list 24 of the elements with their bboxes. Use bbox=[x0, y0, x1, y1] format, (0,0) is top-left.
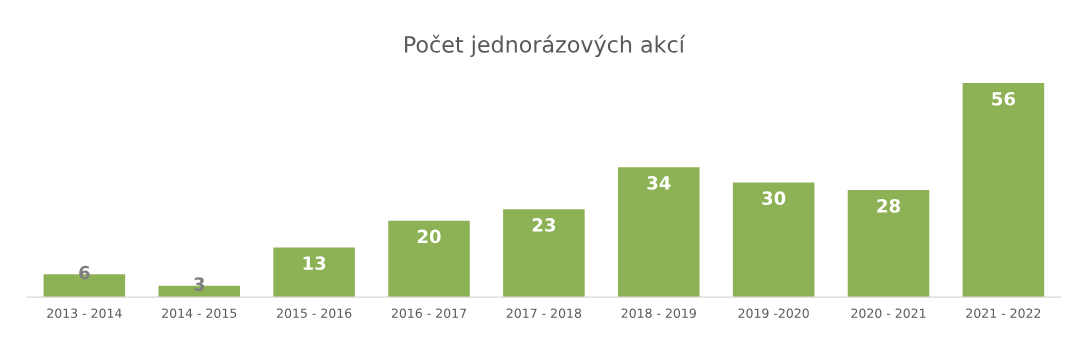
data-label: 56 bbox=[992, 91, 1015, 106]
data-label: 30 bbox=[762, 191, 786, 205]
bar bbox=[962, 83, 1045, 298]
x-tick-label: 2013 - 2014 bbox=[47, 308, 122, 318]
bar bbox=[732, 182, 815, 298]
chart-title: Počet jednorázových akcí bbox=[405, 34, 686, 58]
x-tick-label: 2019 -2020 bbox=[738, 308, 809, 318]
x-tick-label: 2017 - 2018 bbox=[506, 308, 582, 318]
bar bbox=[503, 209, 585, 298]
data-label: 34 bbox=[647, 176, 671, 190]
data-label: 13 bbox=[303, 256, 326, 270]
x-tick-label: 2014 - 2015 bbox=[162, 308, 237, 318]
bar bbox=[273, 247, 355, 298]
x-tick-label: 2015 - 2016 bbox=[277, 308, 352, 318]
x-tick-label: 2016 - 2017 bbox=[391, 308, 466, 318]
x-tick-label: 2018 - 2019 bbox=[621, 308, 696, 318]
x-tick-label: 2020 - 2021 bbox=[851, 308, 926, 318]
data-label: 28 bbox=[877, 198, 900, 213]
bar bbox=[388, 220, 470, 298]
data-label: 20 bbox=[417, 229, 441, 244]
bar bbox=[617, 167, 700, 298]
x-tick-label: 2021 - 2022 bbox=[966, 308, 1041, 318]
bar bbox=[847, 190, 930, 298]
data-label: 23 bbox=[532, 218, 556, 232]
